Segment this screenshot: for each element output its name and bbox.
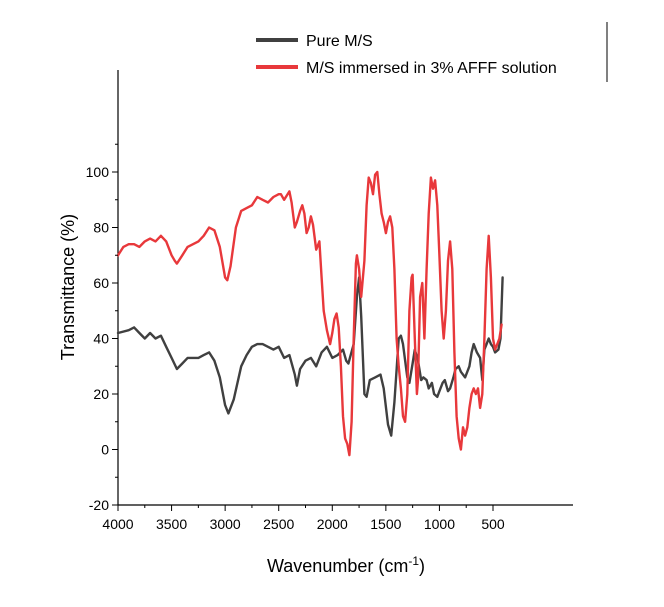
x-tick-label: 2500: [263, 516, 294, 532]
y-tick-label: 100: [86, 164, 110, 180]
x-tick-label: 2000: [317, 516, 348, 532]
y-tick-label: 40: [93, 331, 109, 347]
x-ticks: 4000 3500 3000 2500 2000 1500 1000 500: [102, 505, 505, 532]
x-tick-label: 4000: [102, 516, 133, 532]
y-ticks: -20 0 20 40 60 80 100: [86, 143, 118, 513]
y-axis-title: Transmittance (%): [58, 214, 78, 360]
x-tick-label: 1000: [424, 516, 455, 532]
x-tick-label: 1500: [370, 516, 401, 532]
y-tick-label: 60: [93, 275, 109, 291]
legend-label-pure: Pure M/S: [306, 33, 373, 50]
series-line-0: [116, 276, 504, 437]
x-axis-title: Wavenumber (cm-1): [267, 554, 425, 576]
series-layer: [116, 170, 504, 457]
y-tick-label: 0: [101, 442, 109, 458]
y-tick-label: -20: [89, 497, 109, 513]
legend: Pure M/S M/S immersed in 3% AFFF solutio…: [256, 22, 608, 82]
y-tick-label: 20: [93, 386, 109, 402]
axes: [117, 70, 573, 506]
legend-label-afff: M/S immersed in 3% AFFF solution: [306, 60, 557, 77]
x-tick-label: 500: [481, 516, 505, 532]
x-tick-label: 3500: [156, 516, 187, 532]
series-line-1: [116, 170, 503, 457]
y-tick-label: 80: [93, 220, 109, 236]
x-tick-label: 3000: [210, 516, 241, 532]
